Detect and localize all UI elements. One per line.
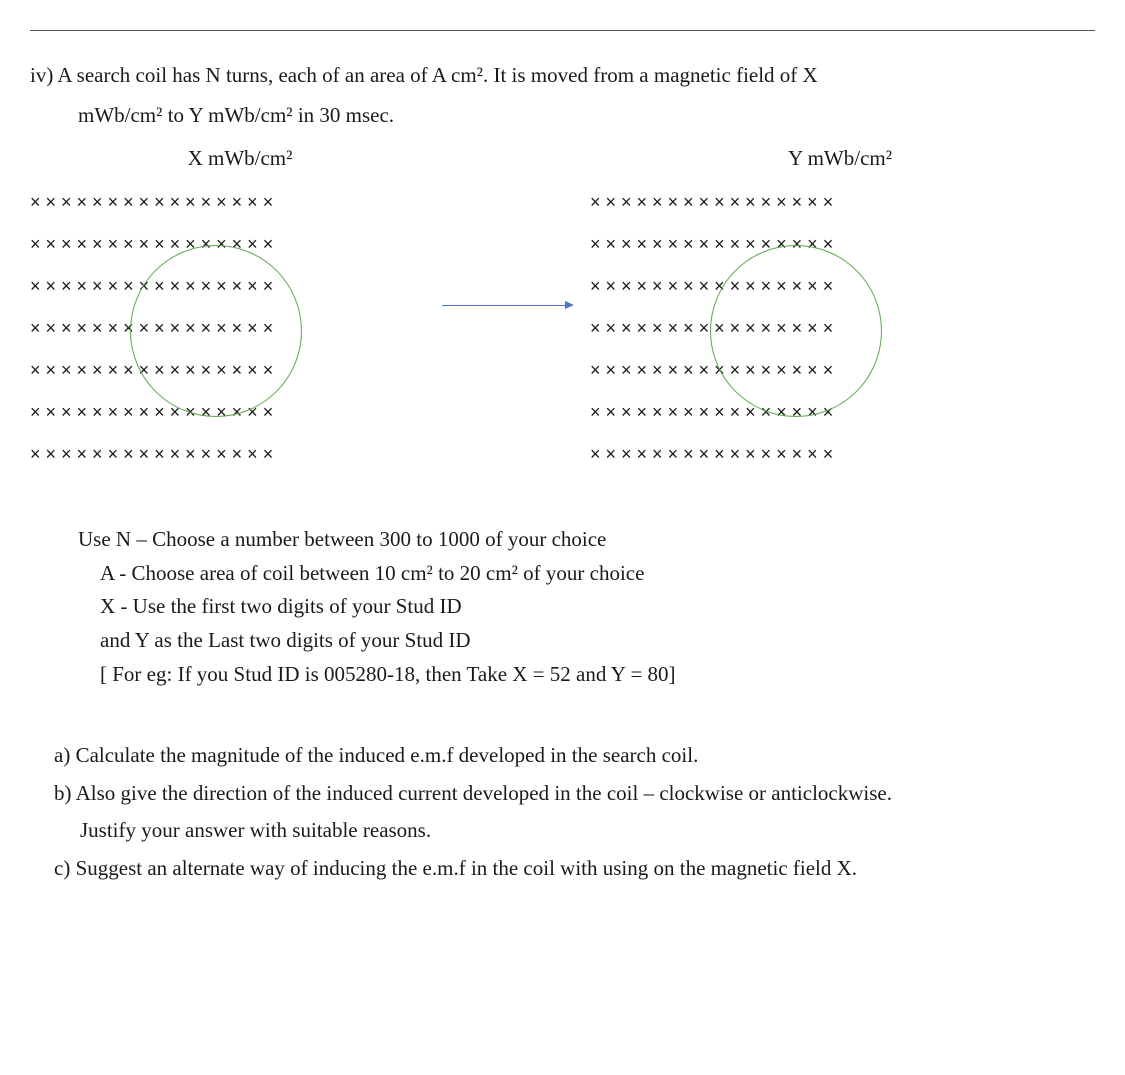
choice-instructions: Use N – Choose a number between 300 to 1…: [30, 523, 1095, 691]
right-coil-circle: [710, 245, 882, 417]
question-line1: iv) A search coil has N turns, each of a…: [30, 59, 1095, 93]
diagram: × × × × × × × × × × × × × × × × × × × × …: [30, 181, 1050, 481]
example-line: [ For eg: If you Stud ID is 005280-18, t…: [30, 658, 1095, 692]
top-divider: [30, 30, 1095, 31]
part-a: a) Calculate the magnitude of the induce…: [30, 739, 1095, 773]
problem-parts: a) Calculate the magnitude of the induce…: [30, 739, 1095, 885]
use-x-line: X - Use the first two digits of your Stu…: [30, 590, 1095, 624]
field-labels-row: X mWb/cm² Y mWb/cm²: [30, 146, 1095, 171]
use-n-line: Use N – Choose a number between 300 to 1…: [30, 523, 1095, 557]
use-y-line: and Y as the Last two digits of your Stu…: [30, 624, 1095, 658]
left-coil-circle: [130, 245, 302, 417]
motion-arrow: [442, 305, 572, 306]
part-c: c) Suggest an alternate way of inducing …: [30, 852, 1095, 886]
part-b-line2: Justify your answer with suitable reason…: [30, 814, 1095, 848]
part-b-line1: b) Also give the direction of the induce…: [30, 777, 1095, 811]
question-line2: mWb/cm² to Y mWb/cm² in 30 msec.: [30, 99, 1095, 133]
use-a-line: A - Choose area of coil between 10 cm² t…: [30, 557, 1095, 591]
left-field-label: X mWb/cm²: [30, 146, 450, 171]
right-field-label: Y mWb/cm²: [630, 146, 1050, 171]
